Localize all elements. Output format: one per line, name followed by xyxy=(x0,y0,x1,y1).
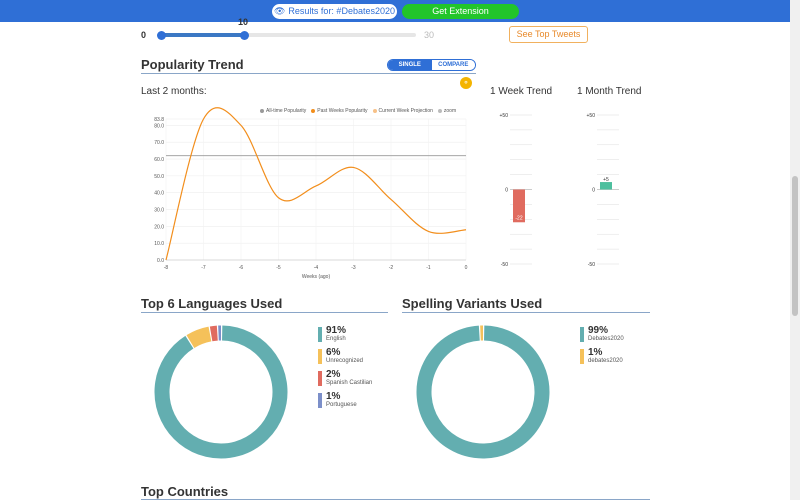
donut-slice xyxy=(186,326,212,349)
y-tick-label: 80.0 xyxy=(154,123,164,129)
chart-legend: All-time Popularity Past Weeks Popularit… xyxy=(260,108,456,114)
legend-item-zoom[interactable]: zoom xyxy=(437,108,456,114)
legend-item-all-time[interactable]: All-time Popularity xyxy=(260,108,306,114)
y-tick-label: 30.0 xyxy=(154,208,164,214)
y-tick-label: 50.0 xyxy=(154,174,164,180)
popularity-line-chart: 0.0 10.0 20.0 30.0 40.0 50.0 60.0 70.0 80.083.8 -… xyxy=(154,107,468,280)
see-top-tweets-button[interactable]: See Top Tweets xyxy=(509,26,588,43)
eye-icon: 👁 xyxy=(273,6,286,16)
x-tick-label: -7 xyxy=(201,265,206,271)
donut-slice xyxy=(416,325,550,459)
x-tick-label: -8 xyxy=(164,265,169,271)
y-tick-label: 40.0 xyxy=(154,191,164,197)
x-axis-label: Weeks (ago) xyxy=(302,274,331,280)
legend-label: Spanish Castilian xyxy=(326,380,373,386)
donut-slice xyxy=(154,325,288,459)
legend-item-projection[interactable]: Current Week Projection xyxy=(372,108,433,114)
languages-title: Top 6 Languages Used xyxy=(141,296,283,311)
slider-value-label: 10 xyxy=(238,17,249,27)
x-tick-label: -2 xyxy=(389,265,394,271)
y-tick-label: 70.0 xyxy=(154,140,164,146)
month-trend-chart: +50 0 -50 +5 xyxy=(587,113,619,268)
y-tick-label: 10.0 xyxy=(154,241,164,247)
legend-label: Debates2020 xyxy=(588,336,624,342)
x-tick-label: -6 xyxy=(239,265,244,271)
countries-title: Top Countries xyxy=(141,484,229,499)
x-tick-label: -1 xyxy=(426,265,431,271)
slider-min-label: 0 xyxy=(141,30,147,40)
x-tick-label: -5 xyxy=(276,265,281,271)
legend-item-past-weeks[interactable]: Past Weeks Popularity xyxy=(311,108,368,114)
slider-max-label: 30 xyxy=(424,30,435,40)
single-compare-toggle: SINGLE COMPARE xyxy=(387,59,476,71)
legend-swatch xyxy=(318,371,322,386)
trend-bar xyxy=(600,182,612,190)
legend-swatch xyxy=(318,327,322,342)
legend-percent: 91% xyxy=(326,325,347,336)
y-tick-label: 20.0 xyxy=(154,224,164,230)
legend-label: debates2020 xyxy=(588,358,623,364)
spelling-donut-chart xyxy=(416,325,550,459)
spelling-title: Spelling Variants Used xyxy=(402,296,543,311)
y-tick-label: -50 xyxy=(588,262,595,268)
legend-swatch xyxy=(318,349,322,364)
month-trend-label: 1 Month Trend xyxy=(577,86,642,97)
y-tick-label: 0 xyxy=(592,188,595,194)
section-divider xyxy=(141,312,388,313)
results-pill[interactable]: 👁 Results for: #Debates2020 xyxy=(272,4,397,19)
section-divider xyxy=(141,73,476,74)
y-tick-label: +50 xyxy=(587,113,596,119)
slider-fill xyxy=(161,33,246,37)
scrollbar-thumb[interactable] xyxy=(792,176,798,316)
period-label: Last 2 months: xyxy=(141,86,207,97)
legend-swatch xyxy=(318,393,322,408)
week-trend-label: 1 Week Trend xyxy=(490,86,553,97)
legend-swatch xyxy=(580,327,584,342)
week-trend-chart: +50 0 -50 -22 xyxy=(500,113,532,268)
y-tick-label: 0 xyxy=(505,188,508,194)
x-tick-label: -3 xyxy=(351,265,356,271)
section-divider xyxy=(402,312,650,313)
y-tick-label: 83.8 xyxy=(154,117,164,123)
slider-track[interactable] xyxy=(161,33,416,37)
share-icon[interactable]: ⚬ xyxy=(460,77,472,89)
legend-label: English xyxy=(326,336,346,342)
get-extension-button[interactable]: Get Extension xyxy=(402,4,519,19)
y-tick-label: 0.0 xyxy=(157,258,164,264)
legend-percent: 6% xyxy=(326,347,341,358)
legend-percent: 1% xyxy=(326,391,341,402)
top-bar: 👁 Results for: #Debates2020 Get Extension xyxy=(0,0,800,22)
past-weeks-popularity-line xyxy=(165,107,467,261)
slider-start-handle[interactable] xyxy=(157,31,166,40)
slider-value-handle[interactable] xyxy=(240,31,249,40)
toggle-single[interactable]: SINGLE xyxy=(388,60,432,70)
y-tick-label: +50 xyxy=(500,113,509,119)
donut-slice xyxy=(209,325,218,342)
trend-value-label: -22 xyxy=(515,215,522,221)
y-tick-label: -50 xyxy=(501,262,508,268)
toggle-compare[interactable]: COMPARE xyxy=(431,60,475,70)
legend-swatch xyxy=(580,349,584,364)
scrollbar[interactable] xyxy=(790,0,800,500)
legend-percent: 1% xyxy=(588,347,603,358)
legend-label: Unrecognized xyxy=(326,358,364,364)
y-tick-label: 60.0 xyxy=(154,157,164,163)
legend-label: Portuguese xyxy=(326,402,357,408)
legend-percent: 99% xyxy=(588,325,609,336)
languages-donut-chart xyxy=(154,325,288,459)
legend-percent: 2% xyxy=(326,369,341,380)
trend-value-label: +5 xyxy=(603,177,609,183)
popularity-trend-title: Popularity Trend xyxy=(141,57,244,72)
x-tick-label: 0 xyxy=(465,265,468,271)
trend-bar xyxy=(513,189,525,223)
results-label: Results for: #Debates2020 xyxy=(288,6,395,16)
x-tick-label: -4 xyxy=(314,265,319,271)
